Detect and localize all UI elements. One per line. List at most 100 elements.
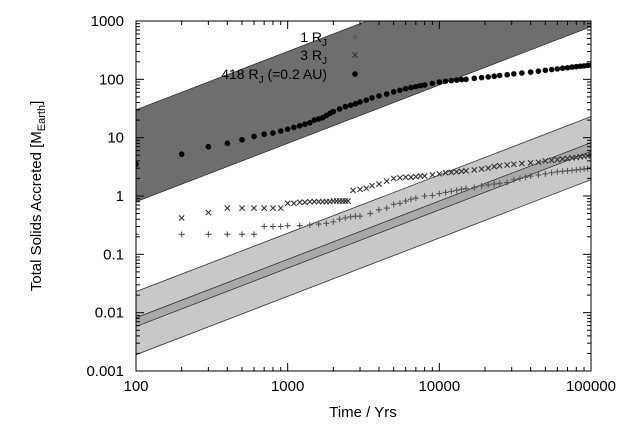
x-tick-label: 100 <box>123 378 148 395</box>
data-point <box>463 76 469 83</box>
data-point <box>588 62 591 68</box>
data-point <box>261 131 267 137</box>
data-point <box>296 122 303 129</box>
series-2 <box>178 152 591 221</box>
legend: 1 RJ 3 RJ 418 RJ (=0.2 AU) <box>221 29 358 86</box>
data-point <box>421 82 428 88</box>
data-point <box>436 170 443 177</box>
x-tick-label: 1000 <box>271 378 304 395</box>
y-tick-label: 0.1 <box>103 246 124 263</box>
data-point <box>588 152 591 159</box>
y-axis-title: Total Solids Accreted [MEarth] <box>28 101 48 292</box>
data-point <box>306 221 313 228</box>
data-point <box>251 231 258 238</box>
data-point <box>417 173 424 180</box>
axis-ticks <box>135 20 592 372</box>
data-point <box>239 136 245 143</box>
data-point <box>535 159 542 166</box>
data-point <box>448 169 455 176</box>
data-point <box>347 102 354 109</box>
data-point <box>136 161 139 168</box>
y-tick-label: 1000 <box>91 13 124 30</box>
data-point <box>491 181 498 188</box>
data-point <box>269 223 276 230</box>
data-point <box>357 213 364 220</box>
data-point <box>290 200 297 207</box>
data-point <box>402 85 409 92</box>
data-point <box>485 165 492 172</box>
legend-label-1rj-sub: J <box>322 38 327 49</box>
upper-band <box>136 21 591 203</box>
data-point <box>417 82 424 89</box>
data-point <box>504 162 511 168</box>
legend-markers <box>352 34 358 77</box>
data-point <box>527 69 534 75</box>
data-point <box>421 173 428 180</box>
data-point <box>357 99 363 105</box>
data-point <box>239 205 245 212</box>
data-point <box>554 168 561 175</box>
data-point <box>390 175 397 182</box>
data-point <box>352 101 359 107</box>
data-point <box>383 205 390 212</box>
data-point <box>296 199 303 206</box>
data-point <box>363 97 370 103</box>
legend-marker-2 <box>352 52 358 58</box>
data-point <box>277 223 284 230</box>
data-point <box>535 68 542 74</box>
data-point <box>369 95 375 101</box>
y-tick-label: 0.001 <box>86 363 124 380</box>
data-point <box>136 231 139 238</box>
data-point <box>504 71 510 78</box>
data-point <box>559 65 566 72</box>
data-point <box>518 160 525 167</box>
data-point <box>178 214 185 221</box>
data-point <box>478 182 485 189</box>
legend-label-418rj-prefix: 418 R <box>221 66 258 82</box>
data-point <box>342 214 349 221</box>
legend-label-418rj-sub: J <box>259 75 264 86</box>
data-point <box>323 220 330 227</box>
data-point <box>442 189 449 196</box>
data-point <box>458 186 465 193</box>
data-point <box>277 205 284 212</box>
data-point <box>375 206 382 213</box>
legend-label-418rj-suffix: (=0.2 AU) <box>264 66 327 82</box>
data-point <box>306 198 313 205</box>
data-point <box>291 124 297 131</box>
data-point <box>504 179 511 186</box>
data-point <box>542 157 549 164</box>
data-point <box>496 162 503 169</box>
data-point <box>357 186 364 193</box>
data-point <box>205 209 212 216</box>
data-point <box>542 170 549 177</box>
data-point <box>510 161 517 168</box>
data-point <box>511 71 517 77</box>
data-point <box>436 79 443 85</box>
tick-labels: 100 1000 10000 100000 0.001 0.01 0.1 1 10 100 1000 <box>86 13 616 395</box>
data-point <box>224 231 231 238</box>
data-point <box>421 193 428 199</box>
data-point <box>442 78 449 84</box>
data-point <box>453 168 460 175</box>
data-point <box>383 178 390 185</box>
data-point <box>270 130 276 136</box>
data-point <box>522 174 529 181</box>
data-point <box>397 87 403 94</box>
data-point <box>436 190 443 197</box>
data-point <box>516 175 523 182</box>
data-point <box>315 221 322 228</box>
data-point <box>311 198 318 205</box>
data-point <box>564 64 571 71</box>
data-point <box>458 76 465 83</box>
data-point <box>485 181 492 188</box>
data-point <box>369 182 376 189</box>
data-point <box>336 216 343 223</box>
data-point <box>402 174 409 181</box>
x-tick-label: 10000 <box>418 378 460 395</box>
data-point <box>519 70 525 76</box>
legend-marker-1 <box>352 34 358 40</box>
legend-label-1rj-prefix: 1 R <box>300 29 322 45</box>
data-point <box>383 91 390 97</box>
data-point <box>402 198 409 205</box>
